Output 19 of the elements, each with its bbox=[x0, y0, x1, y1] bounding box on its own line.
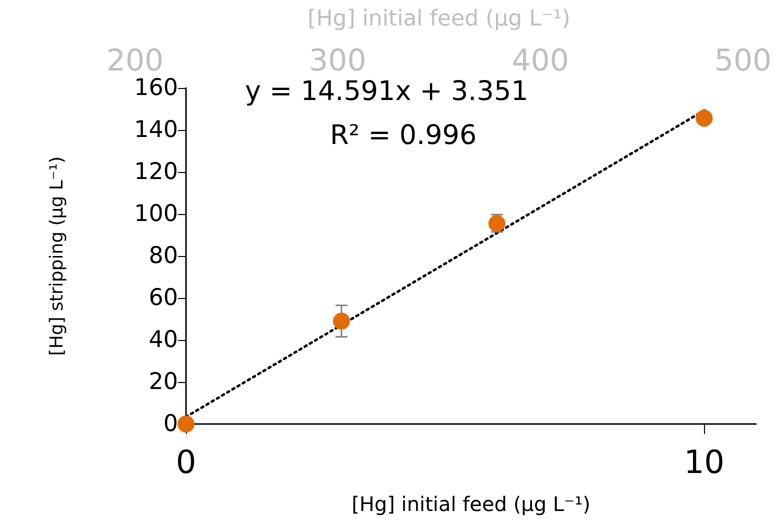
x2-tick-label: 400 bbox=[512, 44, 569, 78]
x2-axis-title: [Hg] initial feed (µg L⁻¹) bbox=[308, 6, 570, 32]
x2-tick-label: 500 bbox=[714, 44, 772, 78]
y-tick-label: 60 bbox=[148, 285, 178, 311]
y-tick-label: 80 bbox=[148, 243, 178, 269]
x-tick-label: 10 bbox=[684, 443, 725, 481]
y-axis-title: [Hg] stripping (µg L⁻¹) bbox=[46, 156, 68, 356]
point bbox=[696, 110, 713, 127]
y-tick-label: 140 bbox=[134, 117, 178, 143]
y-tick-label: 0 bbox=[163, 411, 178, 437]
x2-tick-label: 300 bbox=[309, 44, 366, 78]
annotation: y = 14.591x + 3.351 bbox=[245, 76, 528, 107]
annotation: R² = 0.996 bbox=[330, 120, 477, 151]
y-tick-label: 120 bbox=[134, 159, 178, 185]
x-axis-title: [Hg] initial feed (µg L⁻¹) bbox=[352, 492, 590, 516]
y-tick-label: 100 bbox=[134, 201, 178, 227]
y-tick-label: 40 bbox=[148, 327, 178, 353]
point bbox=[332, 312, 350, 330]
y-tick-label: 20 bbox=[148, 369, 178, 395]
